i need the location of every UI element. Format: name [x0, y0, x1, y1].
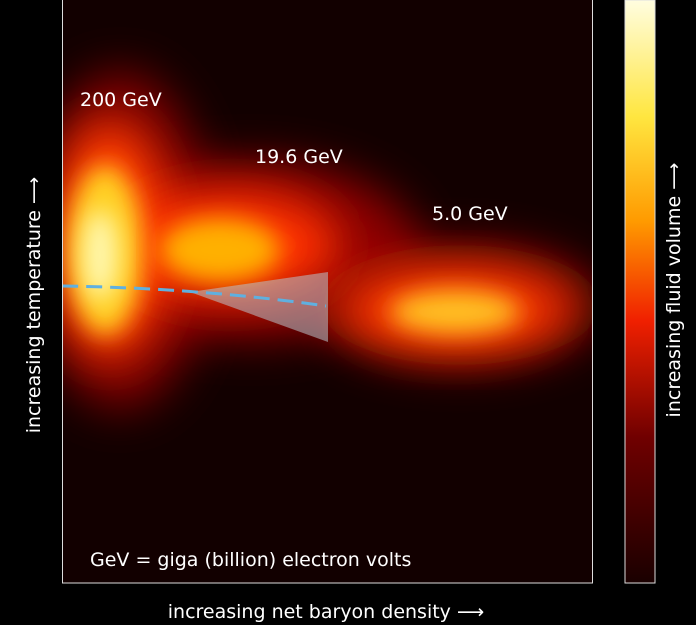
colorbar: [624, 0, 656, 584]
energy-label: 5.0 GeV: [432, 203, 508, 225]
y-axis-label: increasing temperature ⟶: [23, 177, 45, 434]
energy-label: 200 GeV: [80, 89, 162, 111]
x-axis-label: increasing net baryon density ⟶: [168, 601, 484, 623]
heatmap: [62, 0, 592, 583]
energy-label: 19.6 GeV: [255, 146, 343, 168]
note: GeV = giga (billion) electron volts: [90, 549, 411, 571]
uncertainty-cone: [190, 272, 328, 342]
dashed-curve: [62, 284, 327, 308]
plot-frame: [62, 0, 593, 584]
colorbar-label: increasing fluid volume ⟶: [663, 163, 685, 418]
